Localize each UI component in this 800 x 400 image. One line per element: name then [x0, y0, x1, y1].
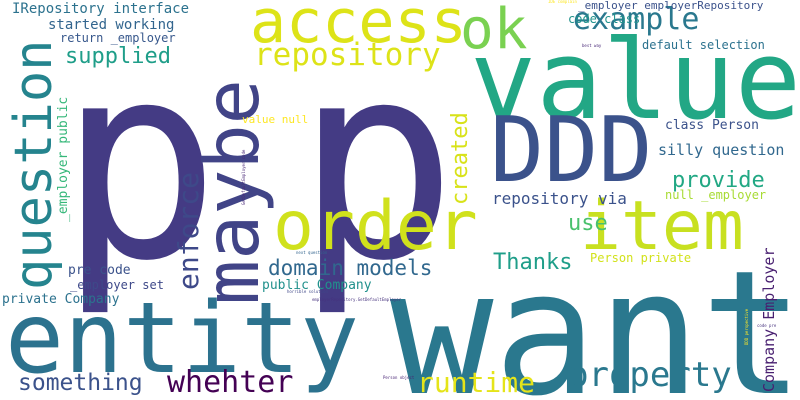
cloud-word: horrible solution [287, 289, 328, 294]
cloud-word: access [250, 0, 467, 57]
cloud-word: created [448, 112, 473, 205]
cloud-word: entity [5, 282, 360, 396]
cloud-word: something [18, 370, 143, 396]
cloud-word: use [568, 211, 608, 236]
cloud-word: IDE complain [548, 0, 577, 4]
cloud-word: code pre [757, 323, 777, 328]
cloud-word: value null [242, 113, 309, 126]
cloud-word: value [470, 16, 800, 144]
cloud-word: return _employer [60, 31, 176, 45]
cloud-word: GetDefaultEmployer code [241, 149, 246, 205]
cloud-word: silly question [658, 141, 785, 159]
cloud-word: want [390, 233, 800, 400]
cloud-word: default selection [642, 38, 765, 52]
cloud-word: Person private [590, 251, 692, 265]
cloud-word: order [273, 187, 478, 266]
cloud-word: example [573, 2, 700, 37]
cloud-word: Thanks [493, 250, 573, 275]
cloud-word: enforce [172, 171, 205, 290]
cloud-word: item [580, 187, 744, 266]
cloud-word: next question [296, 250, 328, 255]
cloud-word: provide [672, 168, 765, 193]
cloud-word: property [568, 355, 732, 395]
cloud-word: private Company [2, 292, 120, 307]
cloud-word: ok [460, 0, 528, 62]
cloud-word: best way [582, 43, 602, 48]
cloud-word: domain models [268, 256, 433, 280]
cloud-word: DDD [490, 98, 653, 203]
cloud-word: whehter [167, 365, 294, 400]
cloud-word: employerRepository.GetDefaultEmployer [312, 297, 402, 302]
cloud-word: DDD perspective [744, 308, 749, 345]
cloud-word: class Person [665, 118, 759, 133]
cloud-word: IRepository interface [12, 1, 190, 17]
cloud-word: Person object [383, 375, 415, 380]
cloud-word: supplied [65, 44, 171, 69]
cloud-word: _employer set [70, 278, 164, 292]
cloud-word: p [58, 5, 221, 320]
cloud-word: runtime [417, 366, 536, 399]
cloud-word: pre code [68, 263, 131, 278]
cloud-word: null _employer [665, 188, 767, 202]
cloud-word: _employer employerRepository [578, 0, 764, 12]
cloud-word: code class [568, 12, 641, 26]
cloud-word: repository [254, 37, 441, 73]
cloud-word: public Company [262, 278, 372, 293]
cloud-word: Company Employer [760, 247, 778, 393]
cloud-word: _employer public [56, 96, 71, 222]
cloud-word: repository via [492, 189, 627, 208]
cloud-word: question [4, 39, 64, 290]
cloud-word: p [295, 5, 458, 320]
cloud-word: started working [48, 17, 175, 33]
